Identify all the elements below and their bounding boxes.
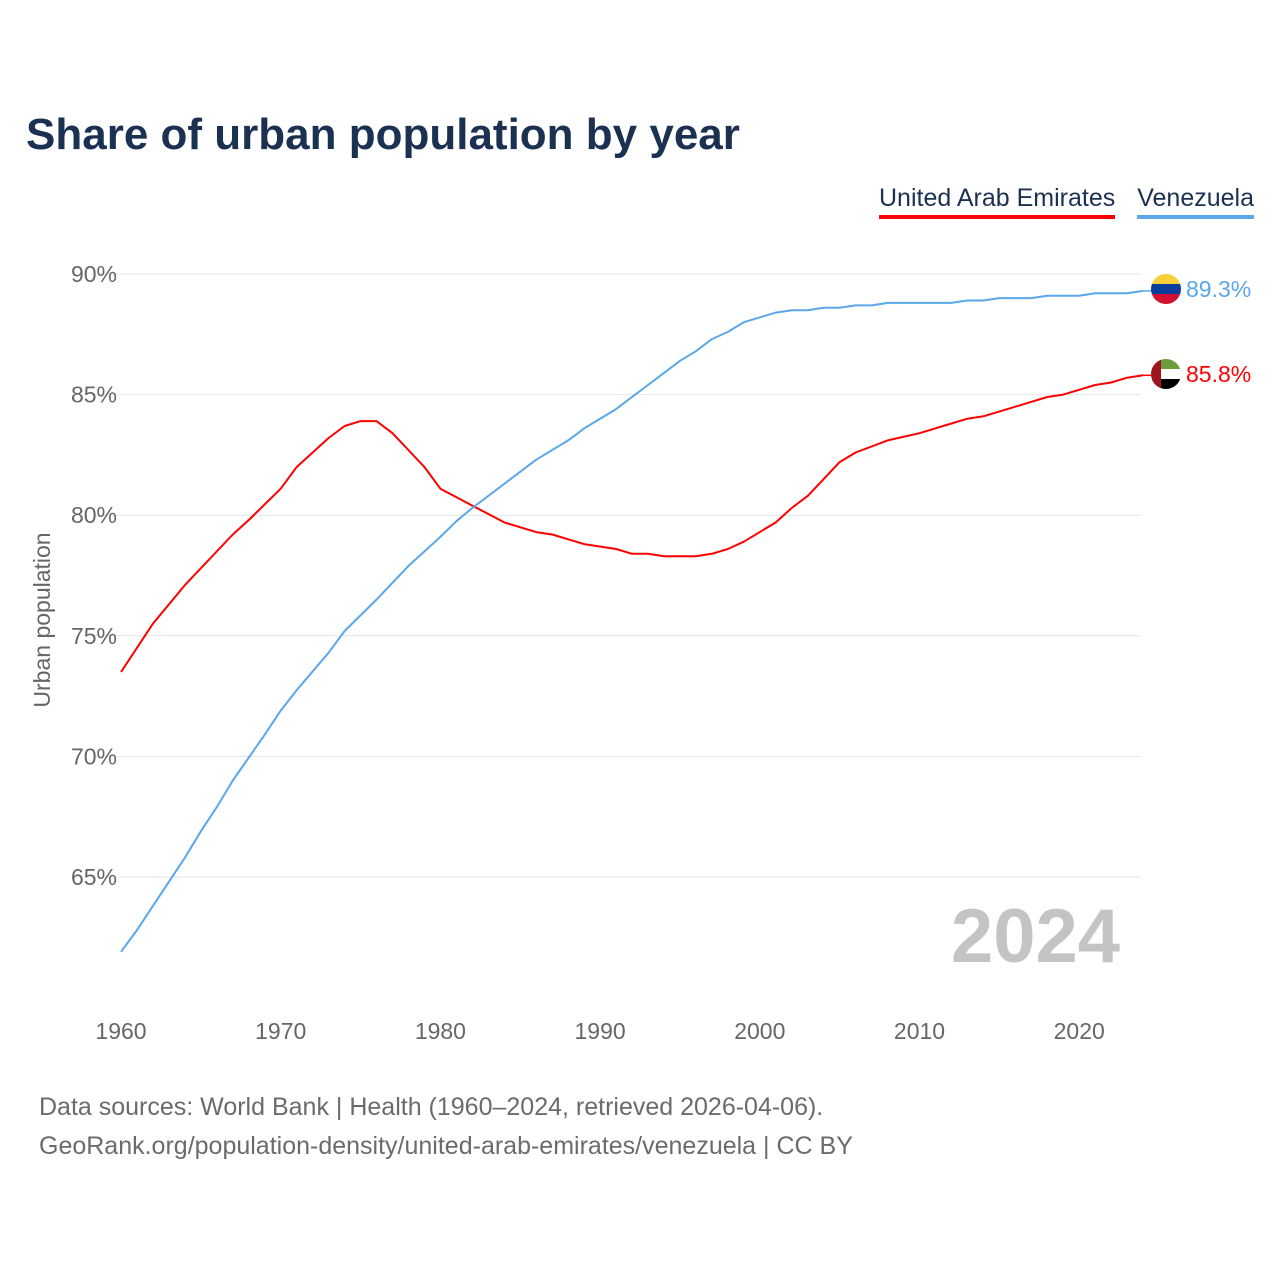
uae-end-label: 85.8% — [1186, 361, 1251, 387]
footer: Data sources: World Bank | Health (1960–… — [39, 1088, 853, 1166]
x-tick-label: 1960 — [95, 1018, 146, 1044]
legend-item-uae[interactable]: United Arab Emirates — [879, 184, 1116, 219]
x-tick-label: 2000 — [734, 1018, 785, 1044]
x-tick-label: 1990 — [575, 1018, 626, 1044]
data-sources: Data sources: World Bank | Health (1960–… — [39, 1093, 824, 1121]
legend: United Arab Emirates Venezuela — [879, 184, 1254, 219]
uae-series-line — [120, 374, 1144, 673]
uae-flag-icon — [1151, 359, 1181, 389]
source-link[interactable]: GeoRank.org/population-density/united-ar… — [39, 1132, 853, 1160]
y-tick-label: 80% — [71, 502, 117, 528]
x-tick-label: 1980 — [415, 1018, 466, 1044]
chart-title: Share of urban population by year — [26, 110, 740, 159]
venezuela-flag-icon — [1151, 274, 1181, 304]
y-tick-label: 65% — [71, 864, 117, 890]
y-axis-label: Urban population — [29, 532, 55, 707]
x-tick-label: 1970 — [255, 1018, 306, 1044]
venezuela-series-line — [120, 289, 1144, 953]
legend-item-venezuela[interactable]: Venezuela — [1137, 184, 1254, 219]
y-tick-label: 85% — [71, 382, 117, 408]
y-tick-label: 70% — [71, 743, 117, 769]
y-tick-label: 90% — [71, 261, 117, 287]
current-year-label: 2024 — [951, 894, 1120, 979]
venezuela-end-label: 89.3% — [1186, 276, 1251, 302]
x-tick-label: 2010 — [894, 1018, 945, 1044]
x-tick-label: 2020 — [1054, 1018, 1105, 1044]
y-tick-label: 75% — [71, 623, 117, 649]
